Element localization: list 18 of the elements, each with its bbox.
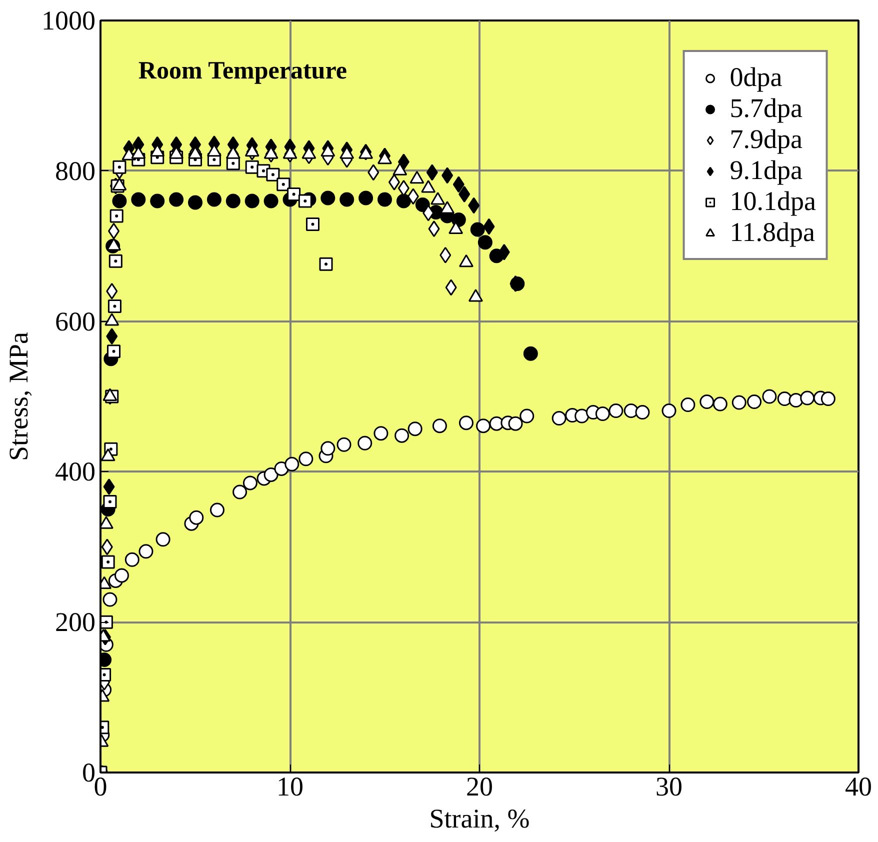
legend-label: 7.9dpa xyxy=(730,124,802,155)
text: Room Temperature xyxy=(138,57,347,84)
legend-label: 5.7dpa xyxy=(730,93,802,124)
legend-label: 9.1dpa xyxy=(730,155,802,186)
y-tick-label: 200 xyxy=(55,607,96,638)
y-tick-label: 800 xyxy=(55,156,96,186)
x-tick-label: 20 xyxy=(466,772,493,802)
x-tick-label: 40 xyxy=(845,772,872,802)
legend-label: 0dpa xyxy=(730,62,782,93)
legend-label: 10.1dpa xyxy=(730,186,816,217)
legend-label: 11.8dpa xyxy=(730,217,815,248)
x-tick-label: 30 xyxy=(656,772,682,802)
y-tick-label: 400 xyxy=(55,456,96,487)
y-tick-label: 1000 xyxy=(42,6,96,36)
y-tick-label: 600 xyxy=(55,306,96,336)
x-axis-title: Strain, % xyxy=(429,804,530,834)
y-axis-title: Stress, MPa xyxy=(4,332,34,462)
x-tick-label: 10 xyxy=(276,772,304,802)
